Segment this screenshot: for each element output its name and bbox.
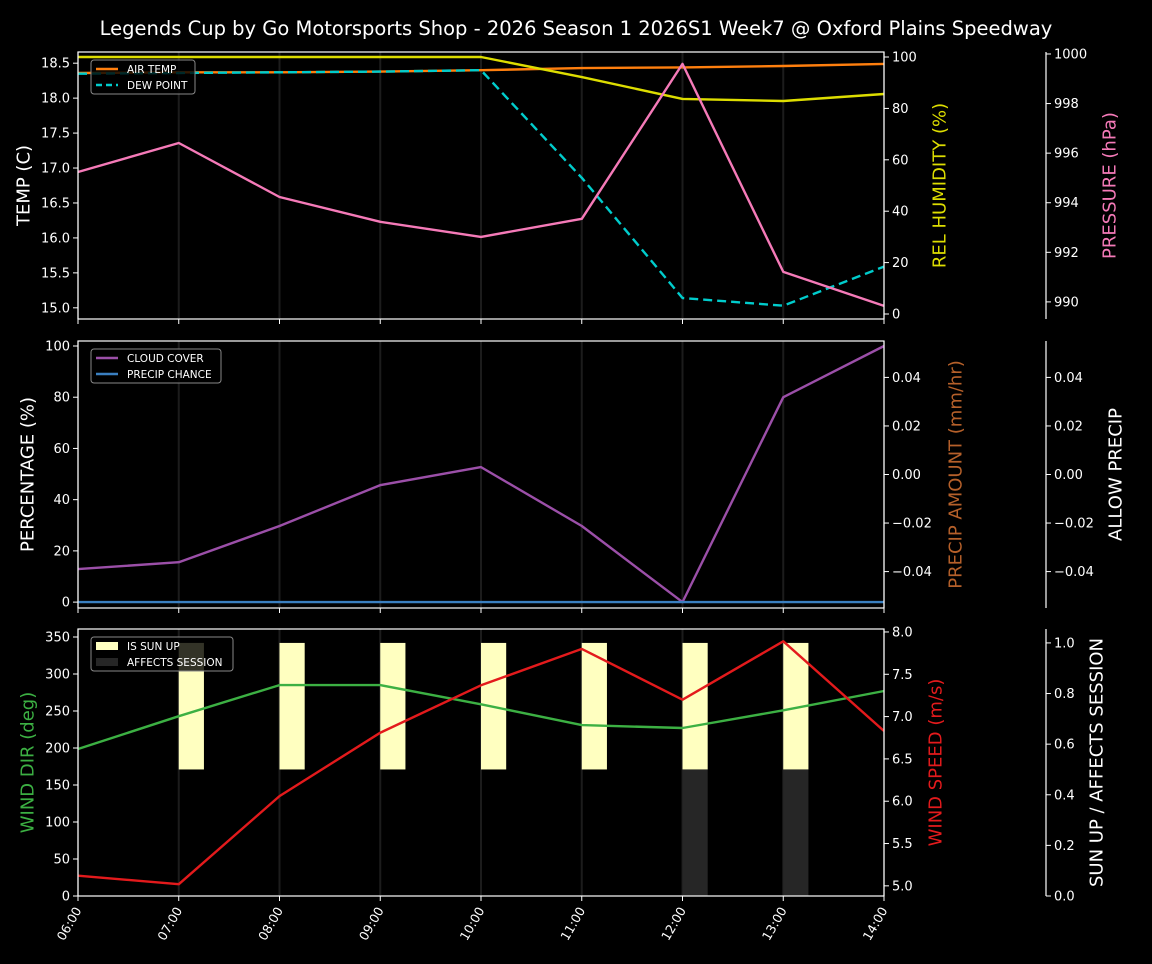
left-axis-label: TEMP (C): [14, 145, 35, 227]
y-tick-label: 16.5: [41, 196, 70, 211]
legend-label: AFFECTS SESSION: [127, 657, 223, 669]
y-tick-label: 998: [1054, 97, 1079, 112]
far-right-axis-label: SUN UP / AFFECTS SESSION: [1087, 638, 1108, 887]
y-tick-label: 0: [892, 307, 900, 322]
y-tick-label: 17.5: [41, 127, 70, 142]
y-tick-label: 0.00: [892, 468, 921, 483]
y-tick-label: 0.2: [1054, 839, 1075, 854]
legend: CLOUD COVER PRECIP CHANCE: [90, 348, 222, 384]
panel-1: 15.0 15.5 16.0 16.5 17.0 17.5 18.0 18.5 0 20 40 60 8…: [14, 47, 1121, 324]
far-right-axis-label: ALLOW PRECIP: [1106, 408, 1127, 541]
y-tick-label: 0.02: [1054, 419, 1083, 434]
y-tick-label: 40: [53, 493, 70, 508]
y-tick-label: 1.0: [1054, 636, 1075, 651]
y-tick-label: 18.0: [41, 92, 70, 107]
y-tick-label: 80: [53, 391, 70, 406]
series-line-right-axis: [78, 55, 885, 103]
y-tick-label: 17.0: [41, 162, 70, 177]
legend-box: [90, 636, 234, 672]
y-tick-label: 992: [1054, 246, 1079, 261]
y-tick-label: 8.0: [892, 625, 913, 640]
right-axis-label: REL HUMIDITY (%): [930, 103, 951, 268]
y-tick-label: 20: [892, 256, 909, 271]
y-tick-label: 0.4: [1054, 788, 1075, 803]
y-tick-label: 50: [53, 852, 70, 867]
y-tick-label: 60: [53, 442, 70, 457]
y-tick-label: 100: [45, 339, 70, 354]
y-tick-label: 996: [1054, 147, 1079, 162]
y-tick-label: 990: [1054, 295, 1079, 310]
legend-label: AIR TEMP: [127, 64, 176, 76]
legend-swatch: [96, 642, 118, 650]
right-axis-label: PRECIP AMOUNT (mm/hr): [946, 360, 967, 589]
y-tick-label: 0.02: [892, 419, 921, 434]
right-axis-label: WIND SPEED (m/s): [926, 679, 947, 847]
y-tick-label: 6.0: [892, 795, 913, 810]
series-line-cloud-cover: [77, 344, 885, 604]
series-line-wind-speed: [77, 640, 885, 886]
y-tick-label: 0.6: [1054, 738, 1075, 753]
y-tick-label: 0.8: [1054, 687, 1075, 702]
y-tick-label: 200: [45, 741, 70, 756]
panel-3: 0 50 100 150 200 250 300 350 5.0 5.5 6.0 6.5 7.0 7.5 8…: [18, 625, 1108, 942]
legend-box: [90, 348, 222, 384]
y-tick-label: 0.0: [1054, 890, 1075, 905]
legend: AIR TEMP DEW POINT: [90, 59, 196, 95]
legend-label: IS SUN UP: [127, 641, 180, 653]
bar-is-sun-up: [279, 642, 305, 770]
bar-is-sun-up: [380, 642, 406, 770]
y-tick-label: 250: [45, 704, 70, 719]
far-right-axis-label: PRESSURE (hPa): [1100, 112, 1121, 259]
y-tick-label: 7.5: [892, 668, 913, 683]
y-tick-label: 80: [892, 102, 909, 117]
left-axis-label: WIND DIR (deg): [18, 692, 39, 834]
y-tick-label: 100: [892, 51, 917, 66]
y-tick-label: 0: [62, 890, 70, 905]
y-tick-label: 5.0: [892, 879, 913, 894]
y-tick-label: 6.5: [892, 752, 913, 767]
bar-is-sun-up: [682, 642, 708, 770]
y-tick-label: 100: [45, 815, 70, 830]
bar-affects-session: [682, 769, 708, 896]
y-tick-label: 300: [45, 667, 70, 682]
y-tick-label: 350: [45, 630, 70, 645]
bar-affects-session: [783, 769, 809, 896]
series-line-wind-dir: [77, 683, 885, 751]
y-tick-label: 18.5: [41, 57, 70, 72]
legend-label: DEW POINT: [127, 80, 188, 92]
y-tick-label: −0.02: [1054, 517, 1094, 532]
y-tick-label: 5.5: [892, 837, 913, 852]
y-tick-label: 15.0: [41, 301, 70, 316]
y-tick-label: 0: [62, 596, 70, 611]
y-tick-label: 0.04: [1054, 371, 1083, 386]
y-tick-label: 40: [892, 205, 909, 220]
legend-swatch: [96, 658, 118, 666]
series-line-dew-point: [77, 68, 885, 307]
y-tick-label: 7.0: [892, 710, 913, 725]
bar-is-sun-up: [581, 642, 607, 770]
panel-2: 0 20 40 60 80 100 −0.04 −0.02 0.00 0.02 0.04 −0.04 −…: [18, 339, 1127, 613]
y-tick-label: 1000: [1054, 47, 1087, 62]
y-tick-label: −0.04: [1054, 565, 1094, 580]
y-tick-label: 0.04: [892, 371, 921, 386]
y-tick-label: 150: [45, 778, 70, 793]
y-tick-label: 994: [1054, 196, 1079, 211]
series-line-far_right-axis: [77, 62, 885, 308]
legend-label: PRECIP CHANCE: [127, 369, 212, 381]
y-tick-label: 20: [53, 544, 70, 559]
y-tick-label: 0.00: [1054, 468, 1083, 483]
y-tick-label: 15.5: [41, 266, 70, 281]
y-tick-label: −0.04: [892, 565, 932, 580]
y-tick-label: 16.0: [41, 231, 70, 246]
y-tick-label: −0.02: [892, 517, 932, 532]
y-tick-label: 60: [892, 153, 909, 168]
legend-label: CLOUD COVER: [127, 353, 204, 365]
left-axis-label: PERCENTAGE (%): [18, 397, 39, 552]
chart-title: Legends Cup by Go Motorsports Shop - 202…: [100, 17, 1053, 40]
legend: IS SUN UP AFFECTS SESSION: [90, 636, 234, 672]
